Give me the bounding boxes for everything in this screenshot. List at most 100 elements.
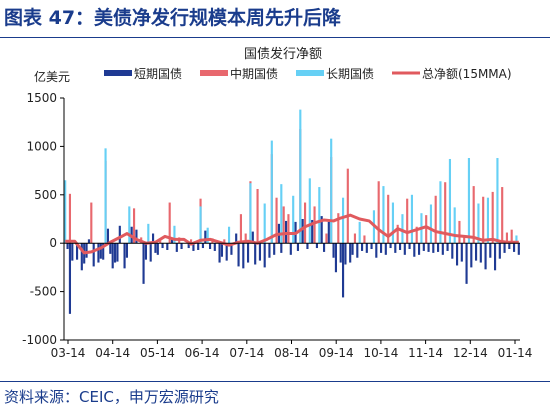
bar (505, 232, 509, 244)
bar (180, 243, 183, 250)
bar (515, 235, 518, 244)
bar (287, 214, 290, 244)
bar (379, 243, 383, 253)
bar (204, 230, 207, 244)
x-tick-label: 04-14 (95, 346, 130, 360)
bar (337, 213, 340, 244)
bar (99, 243, 102, 259)
bar (358, 221, 361, 244)
bar (356, 243, 359, 258)
legend: 短期国债 中期国债 长期国债 总净额(15MMA) (104, 66, 512, 81)
bar (161, 243, 164, 249)
bar (394, 243, 397, 253)
bar (470, 243, 473, 268)
bar (280, 184, 283, 244)
bar (280, 243, 283, 253)
x-tick-label: 11-14 (408, 346, 443, 360)
bar (427, 243, 430, 252)
bar (263, 243, 266, 268)
legend-item-short: 短期国债 (104, 67, 182, 81)
bar (413, 243, 416, 257)
bar (375, 243, 378, 258)
legend-item-long: 长期国债 (296, 67, 374, 81)
bar (417, 243, 421, 255)
bar (90, 202, 93, 244)
bar (406, 198, 409, 244)
bar (429, 204, 433, 244)
bar (465, 243, 468, 284)
bar (330, 138, 333, 244)
bar (111, 243, 114, 269)
bar (289, 243, 292, 255)
bar (489, 243, 492, 258)
bar (151, 233, 155, 244)
bar (132, 208, 136, 244)
bar (64, 180, 67, 244)
bar (382, 186, 385, 244)
bar (113, 243, 117, 263)
bar (311, 219, 314, 244)
bar (346, 168, 349, 244)
bar (237, 243, 240, 267)
bar (398, 243, 402, 250)
bar (396, 224, 399, 244)
legend-swatch-short (104, 70, 132, 76)
bar (349, 243, 352, 263)
bar (415, 226, 418, 244)
bar (477, 203, 480, 244)
bar (351, 243, 354, 255)
bar (242, 243, 245, 269)
bar (503, 243, 506, 253)
bar (68, 243, 72, 314)
bar (479, 243, 482, 263)
bar (432, 243, 435, 253)
bar (389, 243, 392, 249)
y-tick-label: -500 (30, 285, 57, 299)
bar (106, 228, 110, 244)
bar (425, 215, 428, 244)
bar (384, 243, 387, 255)
bar (391, 202, 395, 244)
legend-label-medium: 中期国债 (230, 66, 278, 81)
x-tick-label: 06-14 (185, 346, 220, 360)
bar (246, 243, 250, 263)
x-tick-label: 03-14 (51, 346, 86, 360)
bar (149, 243, 152, 262)
x-tick-label: 08-14 (274, 346, 309, 360)
y-tick-label: 1000 (26, 139, 57, 153)
bar (170, 238, 174, 244)
bar (201, 243, 205, 249)
bar (273, 243, 276, 255)
x-tick-label: 05-14 (140, 346, 175, 360)
bar (341, 243, 345, 298)
bar (263, 203, 266, 244)
bar (71, 243, 74, 261)
bar (97, 243, 100, 263)
bar (292, 195, 295, 244)
bar (458, 220, 461, 244)
legend-label-net: 总净额(15MMA) (422, 67, 512, 81)
bar (496, 158, 499, 244)
bar (341, 197, 345, 244)
y-axis-label: 亿美元 (34, 69, 70, 84)
bar (227, 226, 231, 244)
x-tick-label: 09-14 (319, 346, 354, 360)
bar (282, 206, 285, 244)
bar (173, 225, 176, 244)
bar (301, 219, 304, 244)
bar (313, 206, 316, 244)
bar (512, 243, 516, 252)
bar (332, 243, 335, 258)
bar (206, 227, 209, 244)
bar (444, 182, 447, 244)
bar (401, 214, 404, 244)
bar (166, 243, 169, 250)
bar (501, 187, 504, 244)
bar (87, 239, 91, 244)
y-tick-label: 500 (34, 188, 57, 202)
bar (208, 243, 212, 250)
bar (258, 243, 262, 261)
bar (189, 239, 193, 244)
bar (410, 194, 414, 244)
bar (308, 178, 311, 244)
